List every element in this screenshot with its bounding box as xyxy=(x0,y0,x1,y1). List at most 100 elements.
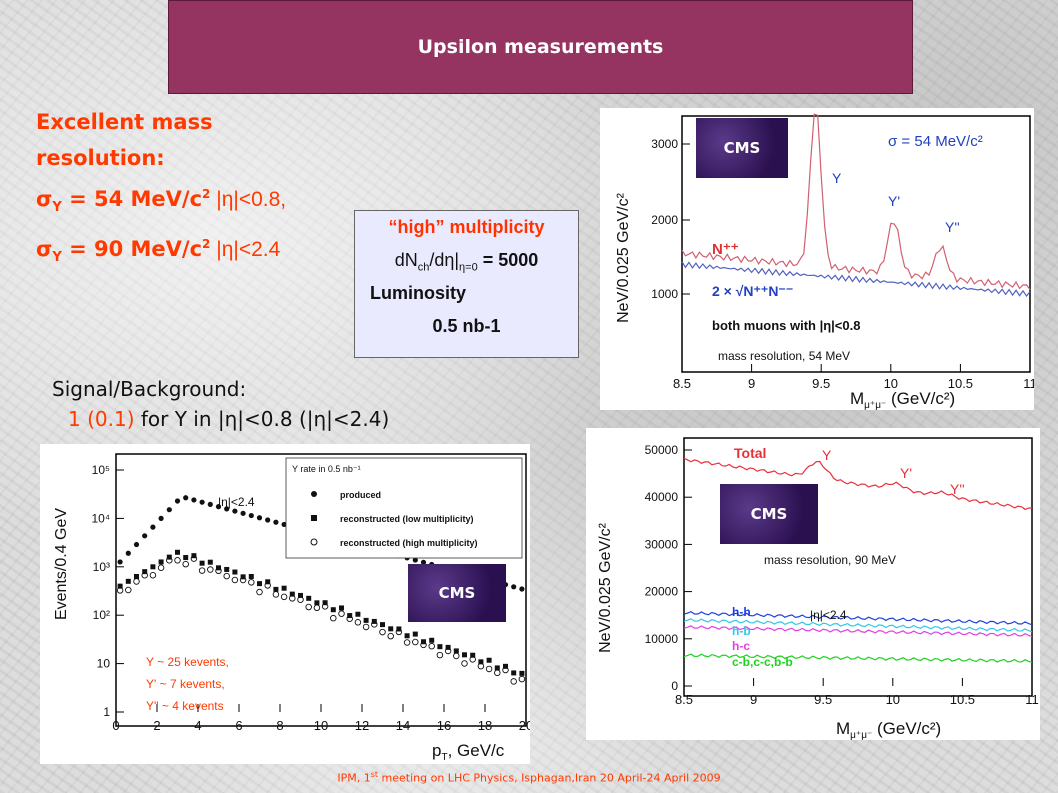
low-multiplicity-point xyxy=(289,591,295,597)
produced-point xyxy=(248,512,254,519)
low-multiplicity-point xyxy=(380,622,385,628)
footer: IPM, 1st meeting on LHC Physics, Isphaga… xyxy=(337,770,721,785)
hh-label: h-h xyxy=(732,605,751,619)
mass-resolution-annotation: mass resolution, 54 MeV xyxy=(718,349,850,363)
y-tick-label: 3000 xyxy=(651,137,678,151)
hh-curve xyxy=(683,611,1033,626)
low-multiplicity-point xyxy=(265,579,271,585)
legend-produced: produced xyxy=(340,490,381,500)
low-multiplicity-point xyxy=(503,663,508,669)
high-multiplicity-point xyxy=(379,628,386,636)
high-multiplicity-point xyxy=(223,572,230,580)
high-multiplicity-point xyxy=(395,628,403,636)
produced-point xyxy=(199,499,205,505)
hc-label: h-c xyxy=(732,639,750,653)
legend-marker-high xyxy=(310,538,318,546)
high-multiplicity-point xyxy=(371,621,378,628)
cms-logo: CMS xyxy=(696,118,788,178)
high-multiplicity-point xyxy=(215,567,222,575)
cms-logo: CMS xyxy=(720,484,818,544)
title-bar: Upsilon measurements xyxy=(168,0,913,94)
high-multiplicity-point xyxy=(239,576,247,584)
low-multiplicity-point xyxy=(478,659,484,665)
high-multiplicity-point xyxy=(485,665,493,673)
high-multiplicity-point xyxy=(231,576,239,584)
mass-resolution-text: Excellent mass resolution: σY = 54 MeV/c… xyxy=(36,104,366,276)
produced-point xyxy=(133,541,140,548)
low-multiplicity-point xyxy=(183,555,189,561)
low-multiplicity-point xyxy=(462,652,467,658)
produced-point xyxy=(117,559,123,565)
mass-resolution-heading-2: resolution: xyxy=(36,146,165,170)
high-multiplicity-point xyxy=(280,593,288,601)
high-multiplicity-point xyxy=(428,642,435,650)
produced-point xyxy=(166,507,172,513)
low-multiplicity-point xyxy=(486,657,492,663)
produced-point xyxy=(158,515,164,521)
high-multiplicity-point xyxy=(272,591,280,598)
legend-marker-produced xyxy=(311,491,317,497)
low-multiplicity-point xyxy=(150,564,156,570)
x-tick-label: 9.5 xyxy=(812,376,830,391)
high-multiplicity-point xyxy=(346,615,353,623)
x-tick-label: 20 xyxy=(519,718,530,733)
y-tick-label: 30000 xyxy=(645,537,679,551)
x-tick-label: 8 xyxy=(276,718,283,733)
yield-y1s: Y ~ 25 kevents, xyxy=(146,655,229,669)
high-multiplicity-point xyxy=(502,666,509,674)
x-tick-label: 10 xyxy=(884,376,898,391)
high-multiplicity-point xyxy=(125,586,132,594)
high-multiplicity-point xyxy=(510,678,517,685)
peak-label-y2s: Y' xyxy=(888,193,900,209)
cb-curve xyxy=(683,653,1033,664)
low-multiplicity-point xyxy=(207,559,213,565)
high-multiplicity-point xyxy=(190,555,198,562)
x-tick-label: 8.5 xyxy=(673,376,691,391)
sigma-line-2: σY = 90 MeV/c2 |η|<2.4 xyxy=(36,237,281,266)
high-multiplicity-point xyxy=(207,566,214,573)
background-histogram xyxy=(681,261,1031,298)
high-multiplicity-point xyxy=(412,638,419,646)
y-tick-label: 50000 xyxy=(645,443,679,457)
low-multiplicity-point xyxy=(273,586,279,592)
high-multiplicity-point xyxy=(477,662,485,670)
y-tick-label: 20000 xyxy=(645,585,679,599)
mass-spectrum-plot-eta08: 8.5 9 9.5 10 10.5 11 1000 2000 3000 σ = 54 MeV/c… xyxy=(600,108,1037,411)
low-multiplicity-point xyxy=(404,633,410,639)
x-tick-label: 9 xyxy=(748,376,755,391)
legend-high-multiplicity: reconstructed (high multiplicity) xyxy=(340,538,478,548)
total-curve xyxy=(683,457,1033,511)
high-multiplicity-point xyxy=(174,557,181,564)
produced-point xyxy=(224,506,230,512)
low-multiplicity-point xyxy=(355,611,361,617)
low-multiplicity-point xyxy=(134,573,139,579)
produced-point xyxy=(232,508,238,514)
low-multiplicity-point xyxy=(281,585,287,591)
x-axis-label: Mμ⁺μ⁻ (GeV/c²) xyxy=(850,389,955,410)
total-label: Total xyxy=(734,445,766,461)
y-tick-label: 10000 xyxy=(645,632,679,646)
signal-background-line: 1 (0.1) for Y in |η|<0.8 (|η|<2.4) xyxy=(68,407,390,431)
high-multiplicity-point xyxy=(264,582,271,589)
low-multiplicity-point xyxy=(142,569,148,575)
low-multiplicity-point xyxy=(494,665,500,671)
mass-resolution-annotation: mass resolution, 90 MeV xyxy=(764,553,896,567)
mass-spectrum-svg-eta08: 8.5 9 9.5 10 10.5 11 1000 2000 3000 σ = 54 MeV/c… xyxy=(615,113,1037,411)
mass-resolution-heading-1: Excellent mass xyxy=(36,110,213,134)
y-tick-label: 10⁵ xyxy=(92,463,110,477)
low-multiplicity-point xyxy=(453,648,459,654)
signal-background-label: Signal/Background: xyxy=(52,377,247,401)
produced-point xyxy=(265,517,271,523)
signal-histogram xyxy=(681,113,1031,290)
low-multiplicity-point xyxy=(330,607,336,613)
low-multiplicity-point xyxy=(314,600,320,606)
npp-label: N⁺⁺ xyxy=(712,241,739,258)
high-multiplicity-point xyxy=(313,604,321,612)
produced-point xyxy=(191,497,197,503)
high-multiplicity-point xyxy=(149,572,157,579)
peak-label-y3s: Y'' xyxy=(945,219,960,235)
y-tick-label: 1 xyxy=(103,705,110,719)
yield-y2s: Y' ~ 7 kevents, xyxy=(146,677,225,691)
low-multiplicity-point xyxy=(158,559,164,565)
high-multiplicity-point xyxy=(518,675,526,683)
